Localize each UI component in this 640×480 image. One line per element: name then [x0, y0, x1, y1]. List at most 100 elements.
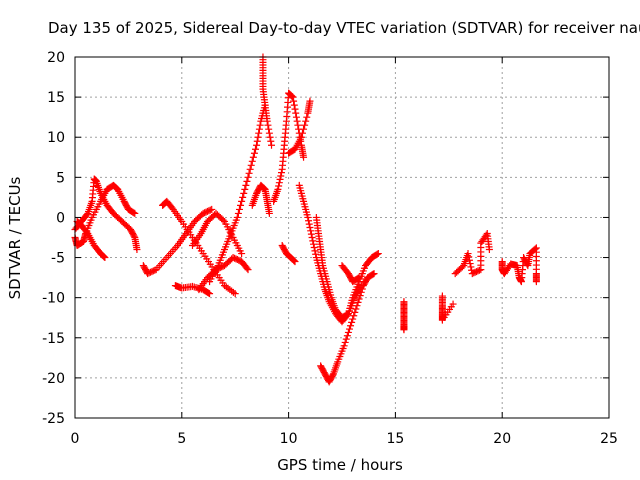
x-tick-label: 0 [71, 431, 80, 447]
data-point [290, 101, 298, 109]
data-point [306, 97, 314, 105]
y-tick-label: 10 [47, 130, 65, 146]
data-point [277, 169, 285, 177]
data-point [244, 266, 252, 274]
data-point [274, 185, 282, 193]
data-point [347, 322, 355, 330]
data-point [254, 133, 262, 141]
data-point [206, 206, 214, 214]
data-point [291, 258, 299, 266]
grid-lines [75, 57, 609, 418]
x-tick-label: 25 [600, 431, 618, 447]
data-point [308, 234, 316, 241]
data-point [250, 149, 258, 157]
data-point [307, 227, 315, 235]
plot-frame [74, 56, 610, 419]
data-point [290, 97, 298, 105]
data-point [231, 290, 239, 298]
data-point [267, 137, 275, 145]
data-point [345, 325, 353, 333]
data-point [358, 285, 366, 293]
data-point [342, 335, 350, 343]
y-tick-label: 20 [47, 50, 65, 66]
data-point [130, 232, 138, 240]
data-point [256, 121, 264, 129]
y-tick-label: -15 [42, 331, 65, 347]
series-arc-n [285, 97, 314, 157]
data-point [292, 113, 300, 121]
data-point [329, 371, 337, 379]
data-point [340, 342, 348, 350]
data-point [353, 302, 361, 310]
data-point [294, 121, 302, 129]
data-point [465, 253, 473, 261]
data-point [255, 129, 263, 137]
data-point [350, 312, 358, 320]
y-tick-label: -10 [42, 291, 65, 307]
series-arc-m [278, 242, 299, 266]
data-point [205, 289, 212, 297]
data-point [266, 133, 274, 141]
series-arc-s [400, 298, 408, 334]
data-point [264, 121, 272, 129]
data-point [255, 125, 263, 133]
data-point [133, 246, 141, 254]
x-tick-label: 15 [386, 431, 404, 447]
data-point [238, 197, 246, 205]
chart-title: Day 135 of 2025, Sidereal Day-to-day VTE… [48, 19, 640, 37]
data-point [242, 181, 250, 189]
data-point [261, 101, 269, 109]
series-arc-v [498, 244, 540, 286]
data-point [300, 153, 308, 161]
data-point [234, 209, 242, 217]
data-point [287, 92, 295, 100]
data-point [300, 125, 308, 133]
series-arc-e [159, 197, 239, 298]
data-point [354, 298, 362, 306]
data-point [485, 246, 493, 254]
data-point [370, 270, 378, 278]
x-tick-label: 20 [493, 431, 511, 447]
y-tick-label: -20 [42, 371, 65, 387]
data-point [251, 145, 259, 153]
series-arc-h [188, 209, 246, 258]
data-point [305, 220, 313, 228]
data-point [312, 250, 320, 258]
series-arc-c [73, 217, 109, 262]
data-point [277, 172, 285, 180]
data-point [289, 93, 297, 101]
data-point [304, 213, 312, 221]
series-arc-i [206, 101, 276, 286]
data-point [310, 244, 318, 252]
x-tick-label: 5 [177, 431, 186, 447]
data-point [268, 141, 276, 149]
data-point [235, 205, 243, 213]
data-point [239, 193, 247, 201]
series-arc-r [338, 262, 363, 286]
data-point [373, 250, 381, 258]
data-point [265, 125, 273, 133]
data-point [356, 292, 364, 300]
data-point [249, 153, 257, 161]
data-point [301, 121, 309, 129]
series-arc-p [317, 270, 378, 386]
data-point [263, 117, 271, 125]
data-point [265, 209, 273, 217]
data-point [306, 223, 314, 231]
data-point [297, 133, 305, 141]
data-point [265, 129, 273, 137]
data-point [100, 253, 108, 261]
data-point [253, 137, 261, 145]
data-point [244, 173, 252, 181]
data-point [475, 266, 483, 274]
data-points [71, 53, 540, 386]
series-arc-k [259, 53, 269, 109]
data-point [101, 254, 109, 262]
series-arc-l [270, 89, 308, 205]
data-point [482, 231, 490, 239]
data-point [99, 252, 107, 260]
data-point [247, 161, 255, 169]
y-tick-label: 0 [56, 210, 65, 226]
data-point [245, 169, 253, 177]
